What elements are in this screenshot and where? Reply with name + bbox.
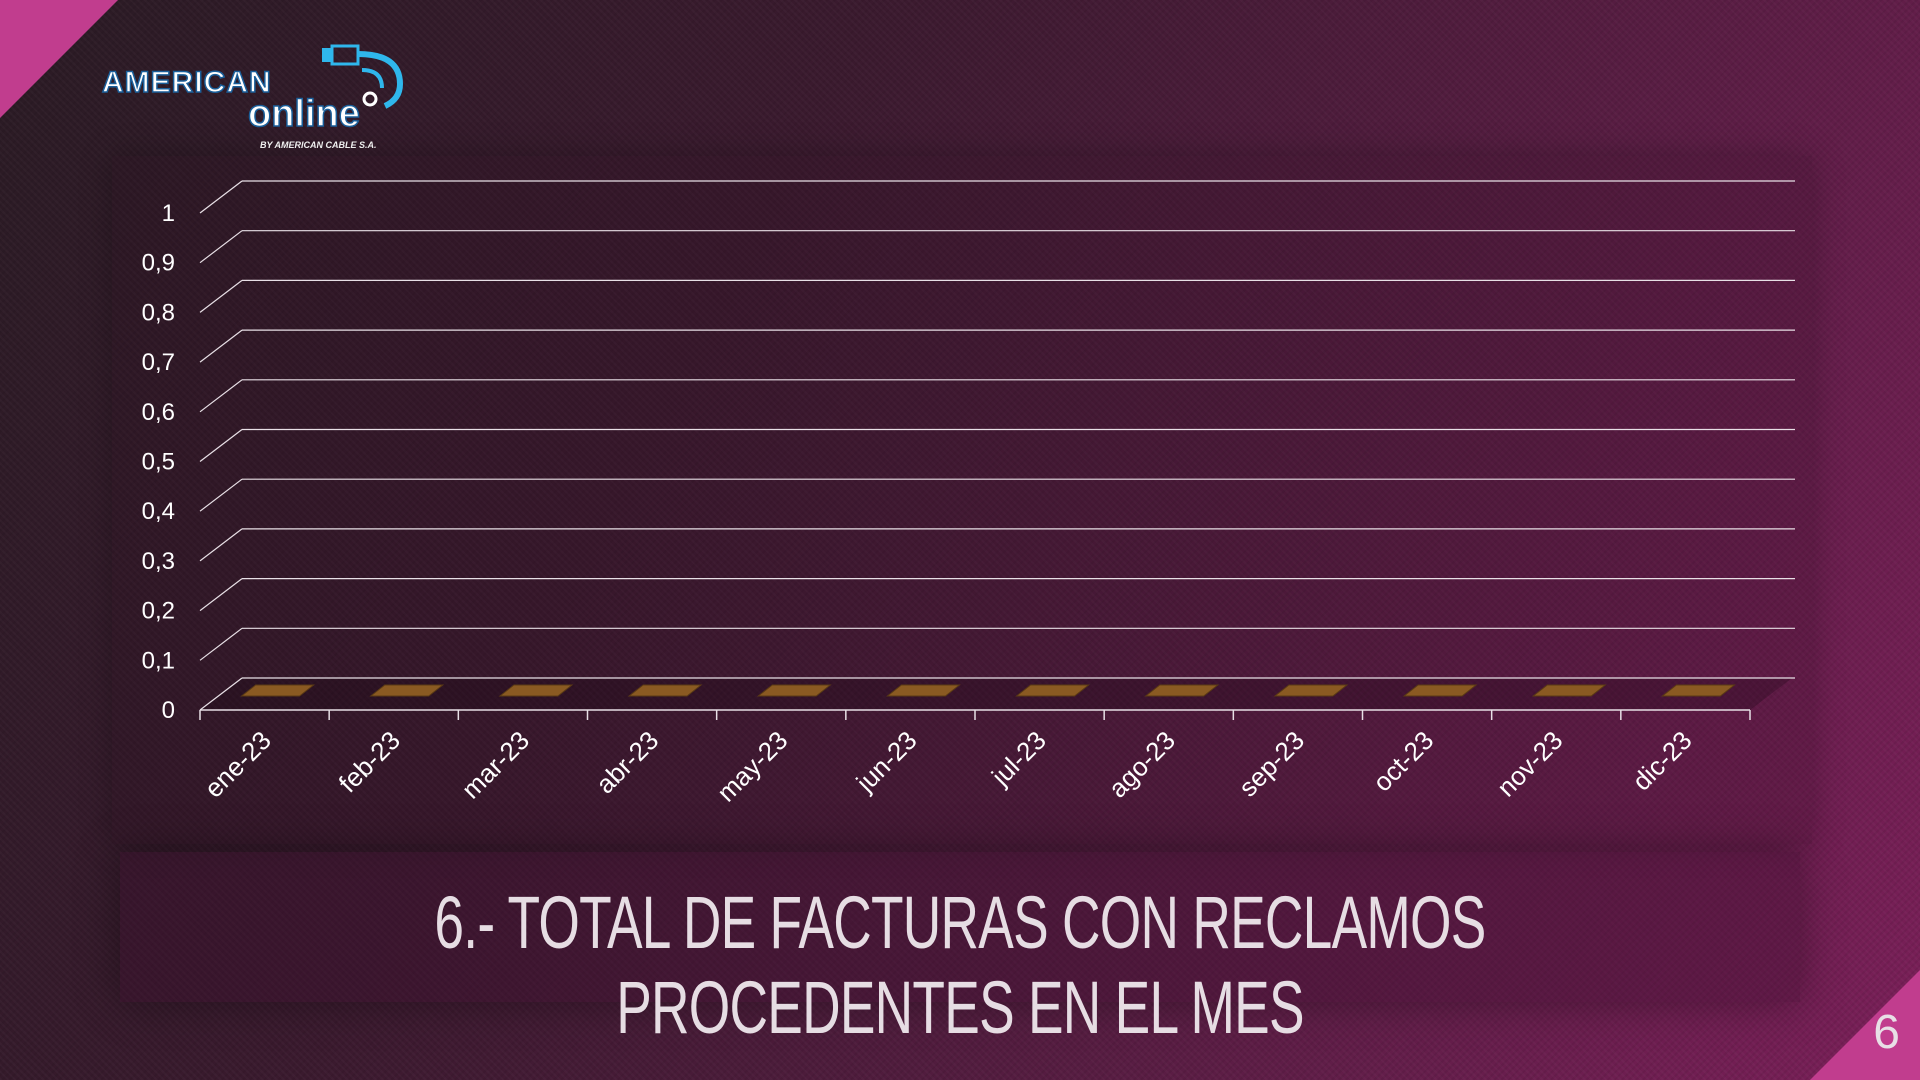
bar	[1531, 684, 1607, 697]
y-tick-label: 0,7	[142, 349, 175, 376]
title-band	[120, 852, 1800, 1002]
page-number: 6	[1873, 1006, 1900, 1059]
gridline-diagonal	[199, 578, 243, 612]
gridline-diagonal	[199, 677, 243, 711]
logo-name-bottom: online	[248, 93, 360, 135]
x-tick-label: jul-23	[985, 725, 1052, 792]
y-tick-label: 1	[162, 200, 175, 227]
x-tick-label: nov-23	[1491, 725, 1568, 802]
bar	[1273, 684, 1349, 697]
x-tick-label: may-23	[711, 725, 794, 808]
x-tick-label: jun-23	[850, 725, 923, 798]
x-tick-label: ago-23	[1103, 725, 1181, 803]
logo-tagline: BY AMERICAN CABLE S.A.	[260, 140, 377, 150]
logo-name-top: AMERICAN	[102, 66, 272, 99]
bar	[1144, 684, 1220, 697]
y-tick-label: 0,8	[142, 299, 175, 326]
bar	[627, 684, 703, 697]
bar	[369, 684, 445, 697]
bar	[240, 684, 316, 697]
y-tick-label: 0,4	[142, 498, 175, 525]
chart-floor	[200, 678, 1792, 710]
corner-accent-bottom-right	[1810, 970, 1920, 1080]
gridline-diagonal	[199, 429, 243, 462]
y-tick-label: 0,6	[142, 399, 175, 426]
slide-title: 6.- TOTAL DE FACTURAS CON RECLAMOS PROCE…	[434, 881, 1486, 1049]
bar	[1660, 684, 1736, 697]
y-tick-label: 0,9	[142, 250, 175, 277]
gridline-diagonal	[199, 627, 243, 661]
bar	[756, 684, 832, 697]
corner-accent-top-left	[0, 0, 118, 118]
american-online-logo: AMERICAN online BY AMERICAN CABLE S.A.	[101, 44, 404, 150]
gridline-diagonal	[199, 329, 243, 363]
gridline-diagonal	[199, 230, 243, 264]
x-tick-label: feb-23	[333, 725, 406, 798]
gridline-diagonal	[199, 180, 243, 214]
y-tick-label: 0,1	[142, 647, 175, 674]
y-tick-label: 0,3	[142, 548, 175, 575]
bar	[1402, 684, 1478, 697]
gridline-diagonal	[199, 279, 243, 313]
bar	[498, 684, 574, 697]
chart-panel	[112, 156, 1812, 844]
x-tick-label: mar-23	[456, 725, 535, 804]
x-tick-label: sep-23	[1233, 725, 1310, 802]
cable-plug-icon	[322, 44, 404, 109]
x-tick-label: ene-23	[198, 725, 276, 803]
gridline-diagonal	[199, 528, 243, 562]
bar-chart: 0 0,1 0,2 0,3 0,4 0,5 0,6 0,7 0,8 0,9 1 ene-23 feb-2…	[142, 180, 1795, 808]
y-tick-label: 0,5	[142, 449, 175, 476]
x-tick-label: dic-23	[1626, 725, 1697, 796]
x-tick-label: oct-23	[1367, 725, 1439, 797]
y-tick-label: 0,2	[142, 598, 175, 625]
gridline-diagonal	[199, 478, 243, 512]
gridline-diagonal	[199, 379, 243, 413]
bar	[1015, 684, 1091, 697]
bar	[885, 684, 961, 697]
y-tick-label: 0	[162, 697, 175, 724]
x-tick-label: abr-23	[590, 725, 664, 799]
